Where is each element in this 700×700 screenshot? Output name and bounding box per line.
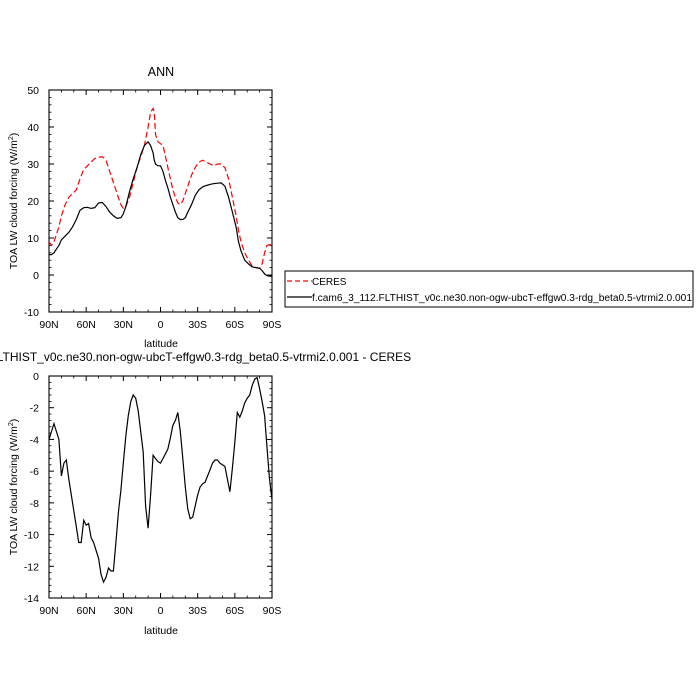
- x-tick-label: 90N: [39, 319, 58, 331]
- x-tick-label: 60N: [77, 605, 96, 617]
- y-tick-label: -4: [30, 434, 39, 446]
- series-line-ceres: [48, 107, 273, 269]
- x-tick-label: 60S: [225, 319, 244, 331]
- bottom-y-tick-labels: -14 -12 -10 -8 -6 -4 -2 0: [24, 371, 39, 605]
- x-tick-label: 90S: [263, 319, 282, 331]
- bottom-y-axis-label: TOA LW cloud forcing (W/m2): [8, 419, 20, 556]
- legend: CERES f.cam6_3_112.FLTHIST_v0c.ne30.non-…: [284, 270, 694, 308]
- legend-label-ceres: CERES: [312, 277, 347, 288]
- y-tick-label: -12: [24, 561, 39, 573]
- x-tick-label: 30S: [188, 605, 207, 617]
- x-tick-label: 60N: [77, 319, 96, 331]
- top-y-axis-label: TOA LW cloud forcing (W/m2): [8, 133, 20, 270]
- y-tick-label: 10: [27, 233, 39, 245]
- top-x-tick-labels: 90N 60N 30N 0 30S 60S 90S: [39, 319, 281, 331]
- top-chart-panel: ANN 90N 60N 30N 0 30S 60S 90S -10 0 10 20 30 40 50 l…: [8, 65, 281, 350]
- top-chart-title: ANN: [148, 65, 174, 79]
- bottom-axis-ticks: [48, 375, 273, 599]
- top-x-axis-label: latitude: [144, 338, 178, 350]
- bottom-series-lines: [48, 376, 273, 584]
- y-tick-label: 20: [27, 196, 39, 208]
- y-tick-label: 0: [33, 371, 39, 383]
- x-tick-label: 0: [158, 319, 164, 331]
- y-tick-label: -2: [30, 403, 39, 415]
- legend-label-model: f.cam6_3_112.FLTHIST_v0c.ne30.non-ogw-ub…: [312, 293, 692, 304]
- y-tick-label: -10: [24, 530, 39, 542]
- top-plot-frame: [48, 89, 273, 313]
- y-tick-label: 30: [27, 159, 39, 171]
- y-tick-label: 40: [27, 122, 39, 134]
- y-tick-label: 50: [27, 85, 39, 97]
- top-y-tick-labels: -10 0 10 20 30 40 50: [24, 85, 39, 319]
- x-tick-label: 90N: [39, 605, 58, 617]
- series-line-model: [49, 140, 272, 277]
- bottom-x-axis-label: latitude: [144, 625, 178, 637]
- y-tick-label: 0: [33, 270, 39, 282]
- top-axis-ticks: [48, 89, 273, 313]
- x-tick-label: 30N: [114, 319, 133, 331]
- bottom-plot-frame: [48, 375, 273, 599]
- y-tick-label: -6: [30, 466, 39, 478]
- bottom-chart-panel: f.cam6_3_112.FLTHIST_v0c.ne30.non-ogw-ub…: [0, 350, 411, 637]
- x-tick-label: 30N: [114, 605, 133, 617]
- y-tick-label: -14: [24, 593, 39, 605]
- y-tick-label: -10: [24, 307, 39, 319]
- x-tick-label: 0: [158, 605, 164, 617]
- x-tick-label: 90S: [263, 605, 282, 617]
- x-tick-label: 30S: [188, 319, 207, 331]
- series-line-difference: [48, 376, 273, 584]
- x-tick-label: 60S: [225, 605, 244, 617]
- y-tick-label: -8: [30, 498, 39, 510]
- top-series-lines: [48, 107, 273, 277]
- legend-box: [284, 270, 694, 308]
- bottom-chart-title: f.cam6_3_112.FLTHIST_v0c.ne30.non-ogw-ub…: [0, 350, 411, 364]
- bottom-x-tick-labels: 90N 60N 30N 0 30S 60S 90S: [39, 605, 281, 617]
